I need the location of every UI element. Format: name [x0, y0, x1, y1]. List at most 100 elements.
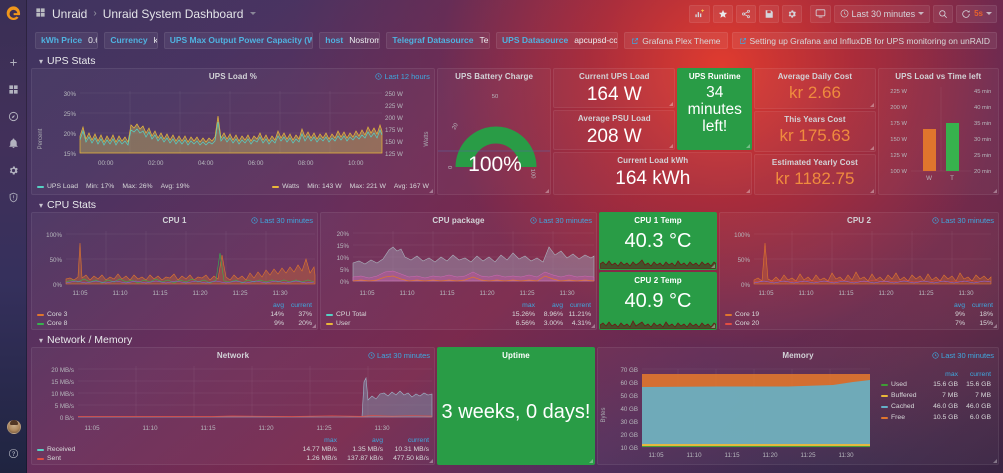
panel-average-daily-cost[interactable]: Average Daily Cost kr 2.66 — [754, 68, 876, 109]
legend-max: 46.0 GB — [933, 403, 958, 410]
legend-row[interactable]: Sent 1.26 MB/s 137.87 kB/s 477.50 kB/s — [37, 454, 429, 463]
legend-header-avg: avg — [372, 437, 383, 444]
legend-current: 10.31 MB/s — [394, 446, 429, 453]
legend-row[interactable]: User 6.56% 3.00% 4.31% — [326, 319, 591, 328]
load-vs-time-chart: 225 W 200 W 175 W 150 W 125 W 100 W 45 m… — [890, 87, 991, 182]
add-panel-icon[interactable] — [688, 4, 710, 23]
avatar[interactable] — [0, 413, 27, 440]
sidebar-item-explore[interactable] — [0, 103, 26, 130]
panel-resize-handle[interactable] — [869, 146, 874, 150]
panel-resize-handle[interactable] — [993, 459, 997, 463]
panel-cpu-2[interactable]: CPU 2 Last 30 minutes 100% 50% 0% — [719, 212, 999, 330]
panel-this-years-cost[interactable]: This Years Cost kr 175.63 — [754, 111, 876, 152]
panel-memory[interactable]: Memory Last 30 minutes Bytes 70 GB 60 GB… — [597, 347, 999, 465]
svg-text:11:30: 11:30 — [958, 290, 974, 297]
svg-text:11:15: 11:15 — [439, 290, 455, 297]
panel-resize-handle[interactable] — [312, 324, 316, 328]
variable-value-dropdown[interactable]: 0.65 — [87, 33, 97, 48]
sidebar-item-server-admin[interactable] — [0, 184, 26, 211]
legend-row[interactable]: Received 14.77 MB/s 1.35 MB/s 10.31 MB/s — [37, 445, 429, 454]
refresh-interval-label: 5s — [974, 9, 983, 18]
legend-series-watts[interactable]: Watts — [272, 182, 299, 191]
panel-average-psu-load[interactable]: Average PSU Load 208 W — [553, 110, 676, 150]
panel-uptime[interactable]: Uptime 3 weeks, 0 days! — [437, 347, 595, 465]
legend-row[interactable]: Used 15.6 GB 15.6 GB — [881, 379, 991, 390]
breadcrumb-chevron-down-icon[interactable] — [250, 12, 257, 15]
legend-row[interactable]: Free 10.5 GB 6.0 GB — [881, 412, 991, 423]
dashboard-link-plex-theme[interactable]: Grafana Plex Theme — [624, 32, 728, 49]
legend-row[interactable]: CPU Total 15.26% 8.96% 11.21% — [326, 310, 591, 319]
save-icon[interactable] — [758, 4, 779, 23]
legend-header-row: max current — [881, 370, 991, 379]
panel-current-ups-load[interactable]: Current UPS Load 164 W — [553, 68, 676, 108]
legend-label: Free — [891, 414, 905, 421]
legend-row[interactable]: Core 8 9% 20% — [37, 319, 312, 328]
svg-text:11:25: 11:25 — [316, 425, 332, 432]
legend-row[interactable]: Core 3 14% 37% — [37, 310, 312, 319]
panel-resize-handle[interactable] — [589, 459, 593, 463]
variable-value-dropdown[interactable]: kr — [153, 33, 157, 48]
sidebar-item-alerting[interactable] — [0, 130, 26, 157]
sidebar-item-create[interactable] — [0, 49, 26, 76]
legend-row[interactable]: Buffered 7 MB 7 MB — [881, 390, 991, 401]
star-icon[interactable] — [712, 4, 733, 23]
panel-time-label: Last 30 minutes — [260, 216, 313, 225]
legend-row[interactable]: Cached 46.0 GB 46.0 GB — [881, 401, 991, 412]
panel-resize-handle[interactable] — [669, 144, 674, 148]
svg-text:11:25: 11:25 — [918, 290, 934, 297]
svg-text:11:30: 11:30 — [838, 452, 854, 459]
legend-row[interactable]: Core 19 9% 18% — [725, 310, 993, 319]
row-header-network-memory[interactable]: ▾ Network / Memory — [31, 333, 999, 347]
panel-resize-handle[interactable] — [869, 103, 874, 107]
sidebar-item-dashboards[interactable] — [0, 76, 26, 103]
tv-icon[interactable] — [809, 4, 831, 23]
panel-resize-handle[interactable] — [429, 459, 433, 463]
panel-resize-handle[interactable] — [993, 324, 997, 328]
settings-icon[interactable] — [781, 4, 802, 23]
panel-resize-handle[interactable] — [545, 189, 550, 193]
panel-resize-handle[interactable] — [746, 189, 751, 193]
svg-text:11:20: 11:20 — [479, 290, 495, 297]
row-header-cpu-stats[interactable]: ▾ CPU Stats — [31, 198, 999, 212]
panel-resize-handle[interactable] — [992, 189, 997, 193]
panel-cpu-2-temp[interactable]: CPU 2 Temp 40.9 °C — [599, 272, 717, 330]
time-range-picker[interactable]: Last 30 minutes — [833, 4, 931, 23]
panel-cpu-package[interactable]: CPU package Last 30 minutes 20% 15% 10% … — [320, 212, 597, 330]
zoom-out-time-icon[interactable] — [933, 4, 954, 23]
panel-resize-handle[interactable] — [746, 144, 751, 148]
breadcrumb-root[interactable]: Unraid — [52, 6, 88, 21]
panel-ups-load-percent[interactable]: UPS Load % Last 12 hours Percent Watts 3… — [31, 68, 435, 195]
panel-ups-battery-charge[interactable]: UPS Battery Charge 50 20 0 100 100% — [436, 68, 552, 195]
breadcrumb-dashboard[interactable]: Unraid System Dashboard — [102, 6, 244, 21]
dashboard-grid-icon — [35, 7, 46, 21]
variable-value-dropdown[interactable]: Telegraf — [479, 33, 490, 48]
panel-cpu-1[interactable]: CPU 1 Last 30 minutes 100% 50% 0% — [31, 212, 318, 330]
legend-row[interactable]: Core 20 7% 15% — [725, 319, 993, 328]
panel-ups-load-vs-time-left[interactable]: UPS Load vs Time left 225 W 200 W 175 W … — [877, 68, 999, 195]
panel-resize-handle[interactable] — [869, 189, 874, 193]
variable-value-dropdown[interactable]: apcupsd-container — [573, 33, 617, 48]
legend-avg: Avg: 167 W — [393, 183, 429, 190]
dashboard-link-ups-monitoring[interactable]: Setting up Grafana and InfluxDB for UPS … — [731, 32, 998, 49]
panel-estimated-yearly-cost[interactable]: Estimated Yearly Cost kr 1182.75 — [754, 154, 876, 195]
panel-resize-handle[interactable] — [591, 324, 595, 328]
cpu2-chart: 100% 50% 0% 11:05 11:10 11:15 — [734, 231, 992, 297]
share-icon[interactable] — [735, 4, 756, 23]
panel-resize-handle[interactable] — [428, 189, 433, 193]
variable-value-dropdown[interactable]: Nostromo — [348, 33, 379, 48]
sidebar-item-configuration[interactable] — [0, 157, 26, 184]
panel-network[interactable]: Network Last 30 minutes 20 MB/s 15 MB/s … — [31, 347, 435, 465]
panel-ups-runtime[interactable]: UPS Runtime 34 minutes left! — [677, 68, 753, 150]
panel-resize-handle[interactable] — [711, 324, 715, 328]
panel-cpu-1-temp[interactable]: CPU 1 Temp 40.3 °C — [599, 212, 717, 270]
cpu-package-chart: 20% 15% 10% 5% 0% — [337, 231, 595, 297]
panel-current-load-kwh[interactable]: Current Load kWh 164 kWh — [553, 152, 753, 195]
help-icon[interactable] — [0, 440, 27, 467]
variable-label: Currency — [110, 35, 148, 45]
row-header-ups-stats[interactable]: ▾ UPS Stats — [31, 54, 999, 68]
grafana-logo-icon[interactable] — [0, 0, 26, 27]
refresh-picker[interactable]: 5s — [956, 4, 997, 23]
panel-resize-handle[interactable] — [669, 102, 674, 106]
legend-series-ups-load[interactable]: UPS Load — [37, 182, 78, 191]
panel-resize-handle[interactable] — [711, 264, 715, 268]
